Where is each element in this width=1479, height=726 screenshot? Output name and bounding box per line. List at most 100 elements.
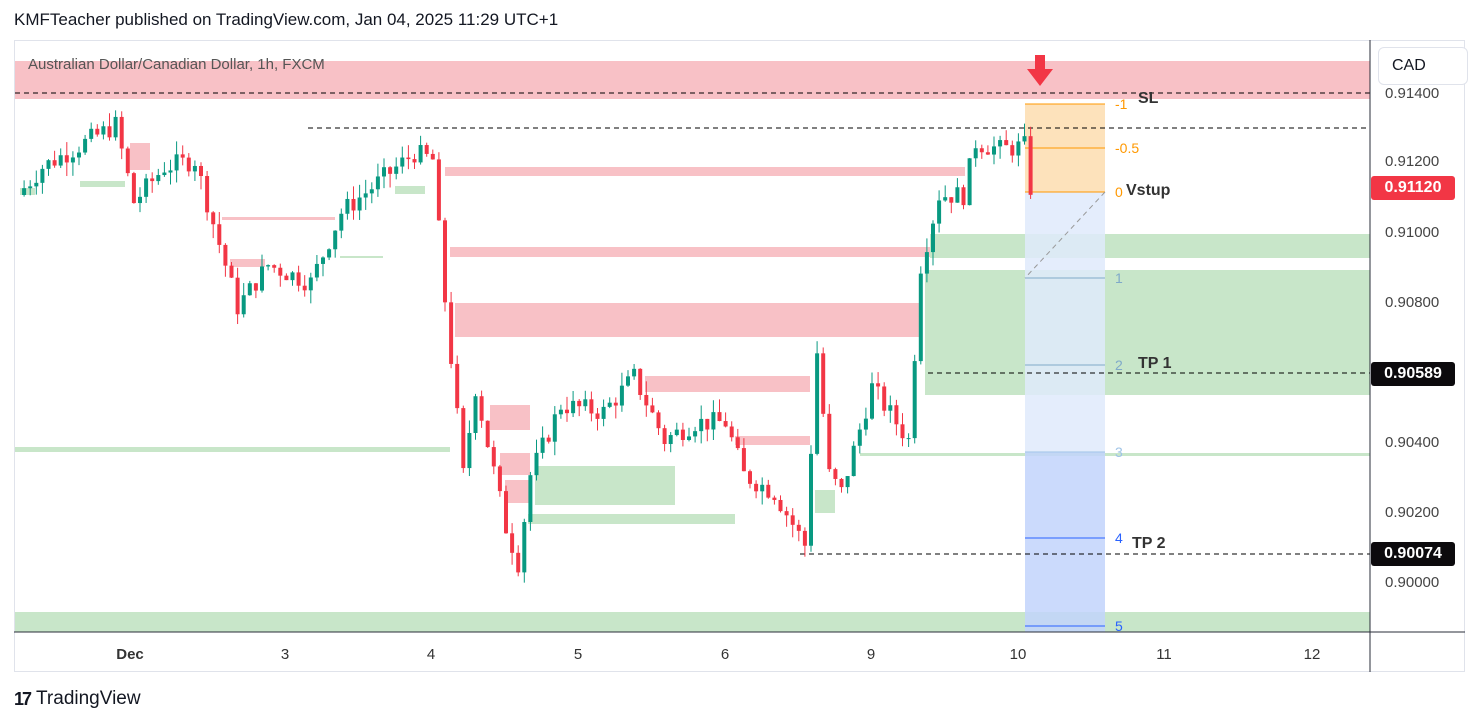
y-tick-label: 0.90800 (1385, 294, 1439, 311)
candle-body (626, 376, 630, 386)
tradingview-logo[interactable]: 17 (14, 688, 32, 709)
candle-body (619, 385, 624, 406)
candle-body (308, 277, 313, 291)
candle-body (119, 116, 124, 149)
candle-body (22, 188, 27, 195)
demand-zone (20, 188, 35, 195)
candle-body (577, 400, 582, 407)
candle-body (699, 418, 704, 432)
demand-zone (930, 234, 1370, 258)
candle-body (357, 197, 362, 211)
demand-zone (395, 186, 425, 194)
candle-body (192, 165, 197, 172)
candle-body (717, 412, 722, 422)
symbol-title: Australian Dollar/Canadian Dollar, 1h, F… (28, 56, 325, 73)
candle-body (461, 408, 466, 469)
candle-body (912, 361, 917, 439)
candle-body (845, 476, 850, 488)
candle-body (113, 116, 118, 138)
footer: 17 TradingView (14, 688, 141, 710)
candle-body (1028, 136, 1033, 195)
candle-body (644, 394, 649, 406)
x-tick-label: 9 (867, 646, 875, 663)
candle-body (949, 197, 954, 203)
x-tick-label: 11 (1156, 646, 1172, 663)
candle-body (138, 196, 142, 204)
candle-body (638, 368, 643, 395)
candle-body (125, 148, 130, 174)
candle-body (857, 429, 862, 446)
fib-level-label: 5 (1115, 618, 1123, 634)
candle-body (168, 170, 173, 173)
candle-body (253, 283, 258, 291)
candle-body (241, 295, 246, 315)
candle-body (443, 220, 447, 303)
demand-zone (925, 270, 1370, 395)
y-tick-label: 0.90400 (1385, 434, 1439, 451)
y-tick-label: 0.90000 (1385, 574, 1439, 591)
supply-zone (500, 453, 530, 475)
candle-body (894, 405, 899, 425)
candle-body (278, 267, 283, 276)
candle-body (406, 157, 411, 160)
candle-body (851, 445, 856, 477)
candle-body (70, 157, 75, 163)
candle-body (235, 277, 240, 315)
candle-body (571, 400, 576, 414)
candle-body (705, 418, 710, 430)
candle-body (662, 428, 667, 445)
fib-level-label: 2 (1115, 357, 1123, 373)
candle-body (931, 223, 935, 253)
supply-zone (490, 405, 530, 430)
x-tick-label: 4 (427, 646, 435, 663)
brand-name: TradingView (36, 688, 141, 709)
candle-body (58, 155, 63, 166)
candle-body (296, 272, 301, 286)
candle-body (888, 405, 893, 411)
annotation-tp1: TP 1 (1138, 355, 1172, 372)
candle-body (430, 153, 435, 160)
candle-body (528, 475, 533, 523)
candle-body (290, 272, 295, 281)
candle-body (40, 168, 45, 183)
annotation-tp2: TP 2 (1132, 535, 1166, 552)
candle-body (327, 249, 332, 258)
candle-body (735, 437, 740, 449)
supply-zone (222, 217, 335, 220)
y-tick-label: 0.90200 (1385, 504, 1439, 521)
fib-level-label: -1 (1115, 96, 1128, 112)
supply-zone (455, 303, 920, 337)
candle-body (247, 283, 252, 296)
candle-body (943, 197, 948, 201)
candle-body (382, 167, 386, 177)
candle-body (394, 166, 399, 174)
candle-body (510, 533, 515, 553)
demand-zone (535, 466, 675, 505)
y-tick-label: 0.91200 (1385, 153, 1439, 170)
candle-body (77, 152, 81, 158)
currency-button[interactable]: CAD (1378, 47, 1468, 85)
candle-body (174, 154, 179, 171)
candle-body (375, 176, 380, 190)
candle-body (656, 412, 661, 429)
fib-level-label: 0 (1115, 184, 1123, 200)
candle-body (809, 453, 813, 546)
x-tick-label: 6 (721, 646, 729, 663)
candle-body (632, 368, 637, 377)
target-zone-light (1025, 192, 1105, 452)
candle-body (601, 406, 606, 419)
candle-body (473, 396, 478, 433)
candle-body (424, 145, 429, 154)
candle-body (815, 353, 820, 454)
candle-body (302, 285, 307, 291)
candle-body (918, 273, 923, 362)
candle-body (363, 193, 368, 198)
candle-body (131, 173, 136, 204)
candle-body (28, 186, 33, 189)
candle-body (186, 157, 191, 172)
demand-zone (860, 453, 1370, 456)
fib-level-label: 4 (1115, 530, 1123, 546)
candle-body (162, 172, 167, 176)
candle-body (607, 402, 612, 407)
